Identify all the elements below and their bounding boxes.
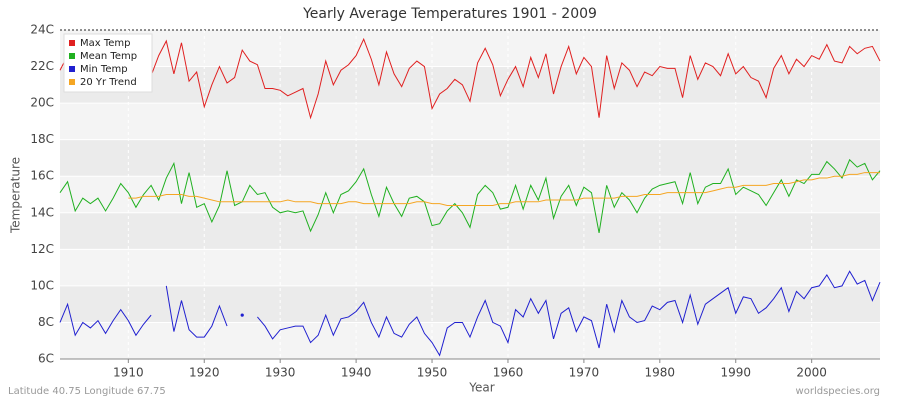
plot-band — [60, 139, 880, 177]
x-tick-label: 1960 — [493, 366, 524, 380]
plot-band — [60, 285, 880, 323]
y-tick-label: 6C — [38, 352, 54, 366]
x-tick-label: 1950 — [417, 366, 448, 380]
y-axis-label: Temperature — [9, 157, 23, 234]
legend-swatch — [69, 66, 75, 72]
y-tick-label: 18C — [30, 132, 54, 146]
series-line — [128, 172, 880, 206]
legend-label: Max Temp — [80, 38, 131, 49]
legend-swatch — [69, 79, 75, 85]
x-tick-label: 1940 — [341, 366, 372, 380]
y-tick-label: 20C — [30, 96, 54, 110]
x-tick-label: 1980 — [645, 366, 676, 380]
footer-right: worldspecies.org — [796, 386, 880, 397]
series-line — [59, 270, 881, 357]
legend-label: Min Temp — [80, 64, 128, 75]
y-tick-label: 14C — [30, 205, 54, 219]
y-tick-label: 24C — [30, 23, 54, 37]
legend-box — [63, 33, 153, 93]
y-tick-label: 22C — [30, 59, 54, 73]
line-point — [240, 313, 244, 317]
y-tick-label: 8C — [38, 315, 54, 329]
x-tick-label: 1910 — [113, 366, 144, 380]
plot-band — [60, 212, 880, 250]
x-tick-label: 2000 — [796, 366, 827, 380]
legend-label: Mean Temp — [80, 51, 137, 62]
plot-band — [60, 66, 880, 104]
x-axis-label: Year — [468, 381, 494, 395]
series-line — [59, 158, 881, 233]
legend: Max Temp Mean Temp Min Temp 20 Yr Trend — [63, 33, 153, 93]
series-line — [59, 37, 881, 120]
y-tick-label: 12C — [30, 242, 54, 256]
x-tick-label: 1970 — [569, 366, 600, 380]
legend-swatch — [69, 40, 75, 46]
chart-title: Yearly Average Temperatures 1901 - 2009 — [302, 6, 597, 22]
y-tick-label: 10C — [30, 278, 54, 292]
x-tick-label: 1990 — [720, 366, 751, 380]
legend-label: 20 Yr Trend — [80, 77, 137, 88]
x-tick-label: 1920 — [189, 366, 220, 380]
y-tick-label: 16C — [30, 169, 54, 183]
footer-left: Latitude 40.75 Longitude 67.75 — [8, 386, 166, 397]
x-tick-label: 1930 — [265, 366, 296, 380]
legend-swatch — [69, 53, 75, 59]
